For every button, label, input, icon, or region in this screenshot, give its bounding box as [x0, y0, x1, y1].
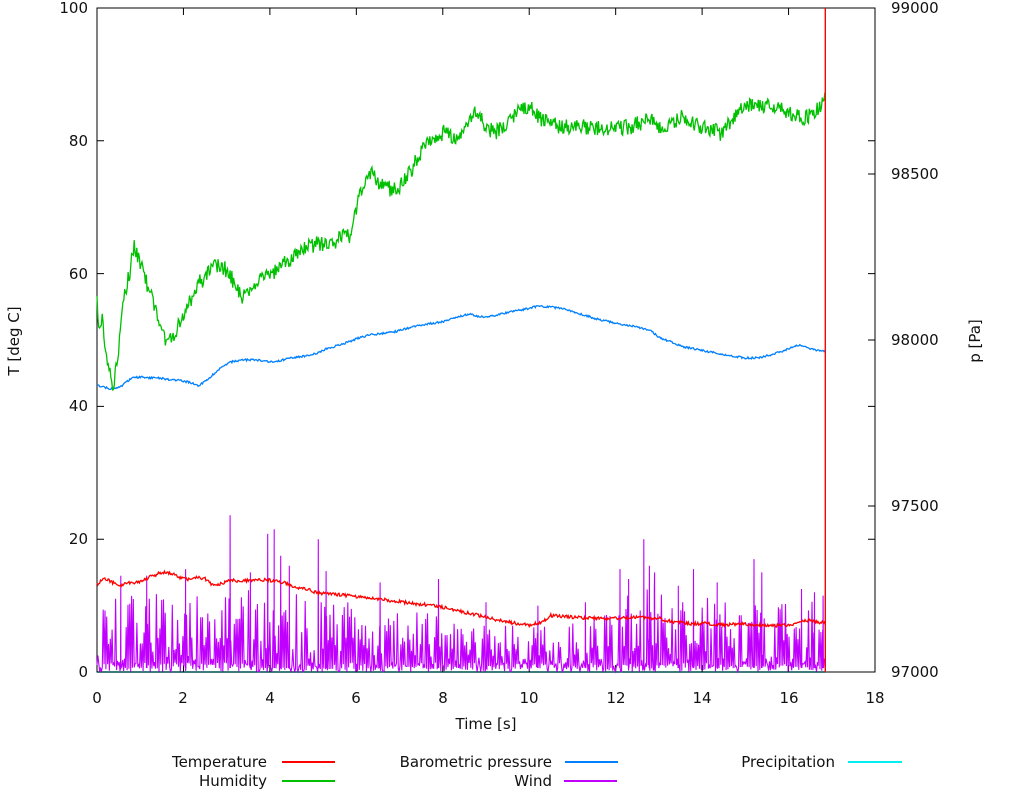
x-tick: 18: [865, 689, 885, 707]
y-left-tick: 40: [68, 397, 88, 415]
legend-line-temperature: [282, 761, 335, 763]
x-tick: 2: [178, 689, 188, 707]
y-right-tick: 98000: [891, 331, 939, 349]
y-right-tick: 98500: [891, 165, 939, 183]
legend-line-wind: [564, 780, 617, 782]
x-tick: 6: [351, 689, 361, 707]
x-tick: 8: [438, 689, 448, 707]
y-left-tick: 80: [68, 132, 88, 150]
y-left-tick: 60: [68, 265, 88, 283]
legend-line-humidity: [282, 780, 335, 782]
y-right-tick: 97500: [891, 497, 939, 515]
legend-label-barometric-pressure: Barometric pressure: [399, 753, 552, 771]
y-left-tick: 0: [78, 663, 88, 681]
y-right-tick: 99000: [891, 0, 939, 17]
legend-label-humidity: Humidity: [198, 772, 267, 790]
x-tick: 16: [779, 689, 799, 707]
y-right-tick: 97000: [891, 663, 939, 681]
x-tick: 12: [606, 689, 626, 707]
x-tick: 10: [519, 689, 539, 707]
x-tick: 4: [265, 689, 275, 707]
y-left-tick: 100: [59, 0, 88, 17]
legend-line-barometric-pressure: [565, 761, 618, 763]
x-tick: 0: [92, 689, 102, 707]
legend-label-wind: Wind: [514, 772, 552, 790]
legend-label-precipitation: Precipitation: [741, 753, 835, 771]
y-left-tick: 20: [68, 530, 88, 548]
x-axis-title: Time [s]: [455, 715, 517, 733]
legend-line-precipitation: [848, 761, 902, 763]
y-left-axis-title: T [deg C]: [5, 306, 23, 376]
legend-label-temperature: Temperature: [171, 753, 267, 771]
x-tick: 14: [692, 689, 712, 707]
y-right-axis-title: p [Pa]: [966, 319, 984, 363]
